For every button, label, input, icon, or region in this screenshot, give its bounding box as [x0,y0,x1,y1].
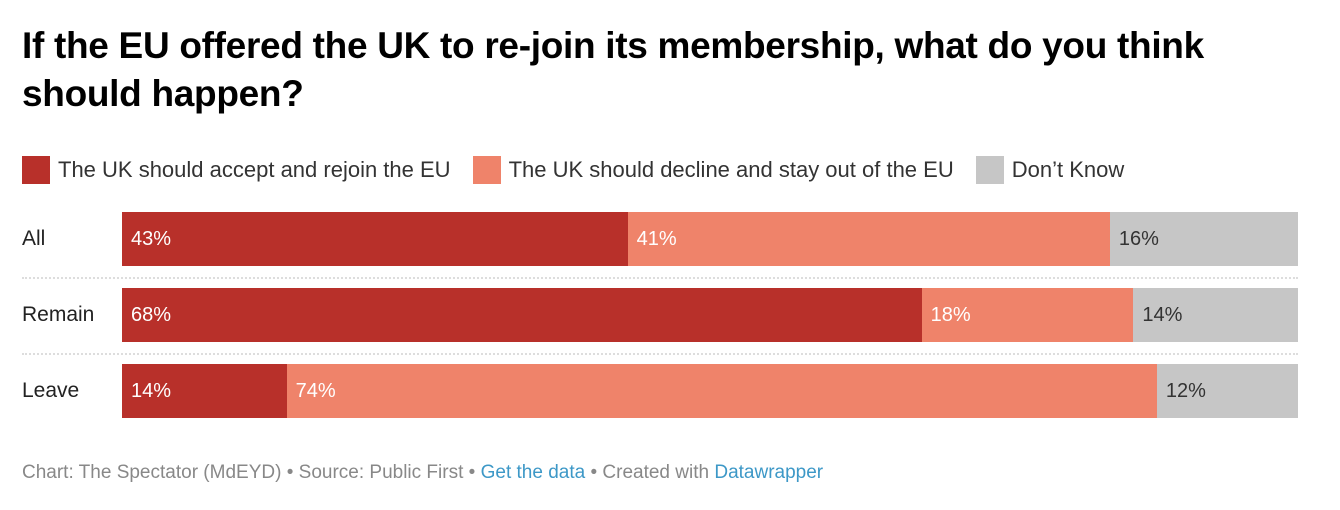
bar-segment: 12% [1156,364,1298,418]
bar-segment: 14% [1133,288,1298,342]
footer: Chart: The Spectator (MdEYD) • Source: P… [22,462,823,484]
category-label: Leave [22,379,80,402]
separator: • [281,462,299,483]
legend-label: The UK should accept and rejoin the EU [58,157,451,182]
data-label: 16% [1118,228,1159,250]
legend-item: Don’t Know [975,156,1125,184]
separator: • [463,462,481,483]
created-with: Created with [602,462,710,483]
bar-row: All 43% 41% 16% [0,212,1340,266]
legend-item: The UK should accept and rejoin the EU [22,156,451,184]
legend-label: The UK should decline and stay out of th… [508,157,954,182]
separator: • [585,462,603,483]
stacked-bar: 14% 74% 12% [122,364,1298,418]
bar-segment: 41% [627,212,1110,266]
data-label: 12% [1165,380,1206,402]
get-data-link[interactable]: Get the data [480,462,586,483]
category-label: All [22,227,46,250]
legend-swatch [22,156,50,184]
category-label: Remain [22,303,95,326]
bar-row: Leave 14% 74% 12% [0,364,1340,418]
data-label: 14% [131,380,172,402]
row-separator [22,353,1298,355]
chart-credit: Chart: The Spectator (MdEYD) [22,462,282,483]
legend-label: Don’t Know [1011,157,1125,182]
source: Source: Public First [298,462,464,483]
bar-segment: 43% [122,212,628,266]
data-label: 14% [1142,304,1183,326]
data-label: 43% [131,228,172,250]
data-label: 18% [930,304,971,326]
legend-swatch [975,156,1004,184]
stacked-bar: 68% 18% 14% [122,288,1298,342]
data-label: 41% [636,228,677,250]
legend-item: The UK should decline and stay out of th… [472,156,954,184]
legend-swatch [472,156,501,184]
bar-segment: 16% [1109,212,1298,266]
data-label: 68% [131,304,172,326]
row-separator [22,277,1298,279]
bar-segment: 14% [122,364,287,418]
chart-title: If the EU offered the UK to re-join its … [22,25,1204,114]
bar-segment: 18% [921,288,1134,342]
legend: The UK should accept and rejoin the EU Th… [22,156,1146,184]
datawrapper-link[interactable]: Datawrapper [714,462,824,483]
data-label: 74% [295,380,336,402]
stacked-bar: 43% 41% 16% [122,212,1298,266]
bar-row: Remain 68% 18% 14% [0,288,1340,342]
bar-segment: 74% [286,364,1157,418]
bar-segment: 68% [122,288,922,342]
